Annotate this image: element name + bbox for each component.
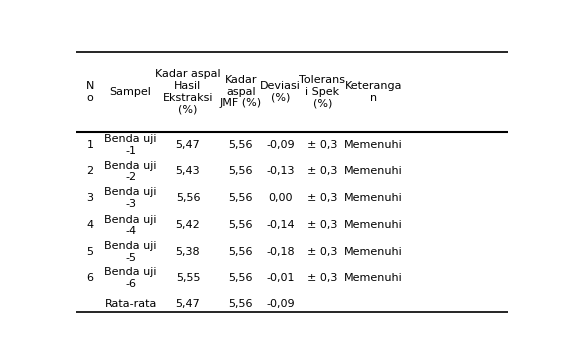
Text: Memenuhi: Memenuhi — [344, 140, 403, 150]
Text: Memenuhi: Memenuhi — [344, 220, 403, 230]
Text: N
o: N o — [86, 81, 94, 103]
Text: 3: 3 — [86, 193, 93, 203]
Text: 5,47: 5,47 — [176, 300, 200, 310]
Text: ± 0,3: ± 0,3 — [307, 166, 337, 176]
Text: 0,00: 0,00 — [269, 193, 293, 203]
Text: Benda uji
-4: Benda uji -4 — [104, 215, 157, 236]
Text: 5: 5 — [86, 247, 93, 257]
Text: -0,09: -0,09 — [266, 140, 295, 150]
Text: Kadar
aspal
JMF (%): Kadar aspal JMF (%) — [220, 75, 262, 108]
Text: 5,42: 5,42 — [176, 220, 200, 230]
Text: 5,56: 5,56 — [176, 193, 200, 203]
Text: Tolerans
i Spek
(%): Tolerans i Spek (%) — [299, 75, 345, 108]
Text: 5,56: 5,56 — [229, 140, 253, 150]
Text: Memenuhi: Memenuhi — [344, 273, 403, 283]
Text: 5,56: 5,56 — [229, 166, 253, 176]
Text: 2: 2 — [86, 166, 94, 176]
Text: Sampel: Sampel — [110, 87, 151, 97]
Text: ± 0,3: ± 0,3 — [307, 273, 337, 283]
Text: ± 0,3: ± 0,3 — [307, 140, 337, 150]
Text: Deviasi
(%): Deviasi (%) — [260, 81, 301, 103]
Text: ± 0,3: ± 0,3 — [307, 220, 337, 230]
Text: 5,43: 5,43 — [176, 166, 200, 176]
Text: 5,56: 5,56 — [229, 247, 253, 257]
Text: Benda uji
-5: Benda uji -5 — [104, 241, 157, 262]
Text: ± 0,3: ± 0,3 — [307, 193, 337, 203]
Text: Memenuhi: Memenuhi — [344, 166, 403, 176]
Text: 6: 6 — [86, 273, 93, 283]
Text: 5,56: 5,56 — [229, 273, 253, 283]
Text: Benda uji
-3: Benda uji -3 — [104, 187, 157, 208]
Text: 4: 4 — [86, 220, 94, 230]
Text: 5,55: 5,55 — [176, 273, 200, 283]
Text: Kadar aspal
Hasil
Ekstraksi
(%): Kadar aspal Hasil Ekstraksi (%) — [155, 69, 221, 114]
Text: Benda uji
-2: Benda uji -2 — [104, 161, 157, 182]
Text: Memenuhi: Memenuhi — [344, 247, 403, 257]
Text: 5,38: 5,38 — [176, 247, 200, 257]
Text: 5,56: 5,56 — [229, 193, 253, 203]
Text: ± 0,3: ± 0,3 — [307, 247, 337, 257]
Text: 5,56: 5,56 — [229, 300, 253, 310]
Text: 5,56: 5,56 — [229, 220, 253, 230]
Text: Rata-rata: Rata-rata — [105, 300, 157, 310]
Text: 5,47: 5,47 — [176, 140, 200, 150]
Text: Memenuhi: Memenuhi — [344, 193, 403, 203]
Text: -0,09: -0,09 — [266, 300, 295, 310]
Text: Benda uji
-1: Benda uji -1 — [104, 134, 157, 156]
Text: Benda uji
-6: Benda uji -6 — [104, 267, 157, 289]
Text: 1: 1 — [86, 140, 93, 150]
Text: -0,14: -0,14 — [266, 220, 295, 230]
Text: -0,18: -0,18 — [266, 247, 295, 257]
Text: -0,13: -0,13 — [266, 166, 295, 176]
Text: Keteranga
n: Keteranga n — [344, 81, 402, 103]
Text: -0,01: -0,01 — [266, 273, 295, 283]
